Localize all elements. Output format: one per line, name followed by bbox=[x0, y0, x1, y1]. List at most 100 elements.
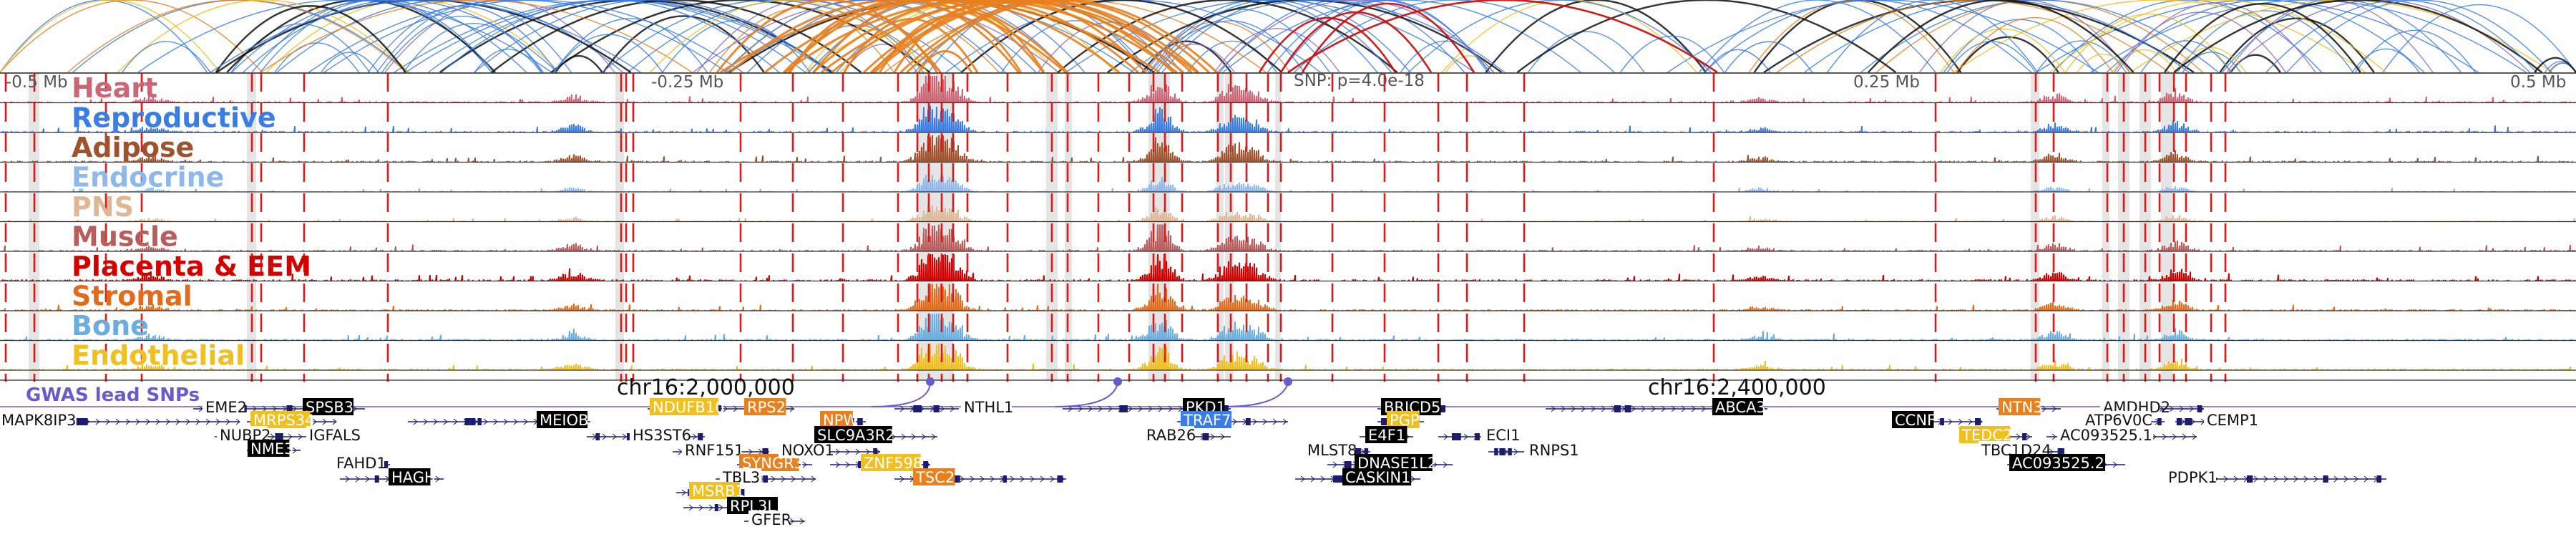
loop-arc-148 bbox=[2164, 3, 2361, 73]
strand-tick bbox=[2041, 405, 2046, 412]
track-8-area bbox=[0, 314, 2576, 341]
loop-arc-118 bbox=[243, 0, 558, 73]
strand-tick bbox=[322, 418, 327, 425]
gene-label-bg bbox=[537, 411, 587, 428]
loop-arc-35 bbox=[1214, 28, 1340, 73]
gene-spsb3: SPSB3 bbox=[247, 398, 365, 416]
strand-tick bbox=[2182, 433, 2187, 440]
gene-e4f1: E4F1 bbox=[1360, 426, 1413, 444]
gene-hs3st6: HS3ST6 bbox=[587, 426, 705, 444]
loop-arc-23 bbox=[2036, 0, 2479, 73]
gene-label-bg bbox=[1483, 426, 1526, 443]
strand-tick bbox=[523, 418, 528, 425]
strand-tick bbox=[781, 475, 786, 483]
exon-block bbox=[1614, 405, 1621, 412]
strand-tick bbox=[1443, 461, 1448, 468]
loop-arc-169 bbox=[899, 0, 1210, 74]
loop-arc-40 bbox=[137, 0, 552, 73]
chromosome-coordinates: chr16:2,000,000 chr16:2,400,000 bbox=[617, 375, 1826, 400]
gene-rps2: RPS2 bbox=[744, 398, 794, 416]
track-5-signal bbox=[0, 224, 2576, 252]
strand-tick bbox=[1010, 475, 1015, 483]
exon-block bbox=[1354, 448, 1361, 455]
strand-tick bbox=[789, 405, 794, 412]
loop-arc-129 bbox=[709, 7, 894, 73]
gene-label: MEIOB bbox=[540, 412, 589, 429]
gene-hagh: HAGH bbox=[340, 468, 444, 486]
gene-label: TSC2 bbox=[915, 469, 955, 486]
loop-arc-108 bbox=[2351, 48, 2420, 73]
snp-markers bbox=[0, 73, 2576, 382]
exon-block bbox=[1494, 448, 1498, 455]
gene-eme2: EME2 bbox=[193, 398, 247, 416]
loop-arc-26 bbox=[2382, 4, 2576, 73]
gene-nme3: NME3 bbox=[247, 440, 301, 458]
strand-tick bbox=[2353, 475, 2358, 483]
strand-tick bbox=[165, 418, 170, 425]
exon-block bbox=[1057, 475, 1063, 483]
gene-label: NME3 bbox=[250, 440, 293, 458]
loop-arc-89 bbox=[491, 0, 862, 73]
exon-block bbox=[1245, 418, 1251, 425]
loop-arc-120 bbox=[804, 29, 928, 73]
gene-label-bg bbox=[2204, 411, 2255, 428]
exon-block bbox=[2022, 433, 2027, 440]
strand-tick bbox=[95, 418, 100, 425]
strand-tick bbox=[771, 475, 776, 483]
loop-arc-104 bbox=[1956, 16, 2114, 73]
strand-tick bbox=[2112, 461, 2117, 468]
strand-tick bbox=[612, 433, 617, 440]
loop-arc-71 bbox=[0, 0, 220, 73]
strand-tick bbox=[1581, 405, 1586, 412]
exon-block bbox=[2246, 475, 2253, 483]
strand-tick bbox=[931, 433, 936, 440]
loop-arc-49 bbox=[2228, 0, 2530, 73]
exon-block bbox=[2057, 448, 2064, 455]
strand-tick bbox=[493, 418, 498, 425]
strand-tick bbox=[2189, 405, 2194, 412]
gene-label-bg bbox=[1999, 398, 2041, 415]
loop-arc-138 bbox=[960, 0, 1283, 73]
gene-label: MAPK8IP3 bbox=[1, 412, 77, 429]
strand-tick bbox=[235, 418, 240, 425]
strand-tick bbox=[1958, 418, 1963, 425]
strand-tick bbox=[1210, 433, 1215, 440]
strand-tick bbox=[435, 475, 440, 483]
strand-tick bbox=[692, 433, 697, 440]
loop-arc-86 bbox=[67, 0, 407, 73]
gene-label-bg bbox=[203, 398, 245, 415]
strand-tick bbox=[835, 448, 840, 455]
track-label-heart: Heart bbox=[72, 72, 157, 104]
strand-tick bbox=[1068, 405, 1073, 412]
strand-tick bbox=[1252, 418, 1257, 425]
strand-tick bbox=[195, 418, 200, 425]
strand-tick bbox=[845, 448, 850, 455]
strand-tick bbox=[748, 448, 753, 455]
gene-label-bg bbox=[630, 426, 690, 443]
strand-tick bbox=[2263, 475, 2268, 483]
track-4-area bbox=[0, 204, 2576, 222]
strand-tick bbox=[503, 418, 508, 425]
strand-tick bbox=[345, 475, 350, 483]
track-label-endocrine: Endocrine bbox=[72, 162, 224, 193]
strand-tick bbox=[1591, 405, 1596, 412]
loop-arc-140 bbox=[2534, 57, 2576, 73]
gene-label: RAB26 bbox=[1146, 427, 1196, 444]
strand-tick bbox=[960, 475, 965, 483]
loop-arc-90 bbox=[1516, 0, 1897, 73]
loop-arc-126 bbox=[1130, 0, 1506, 73]
exon-block bbox=[913, 405, 920, 412]
strand-tick bbox=[272, 405, 277, 412]
track-4-signal bbox=[0, 204, 2576, 223]
strand-tick bbox=[911, 433, 916, 440]
exon-block bbox=[1222, 405, 1229, 412]
loop-arc-16 bbox=[602, 15, 765, 73]
loop-arc-73 bbox=[2064, 14, 2233, 73]
gene-rab26: RAB26 bbox=[1143, 426, 1231, 444]
track-2-signal bbox=[0, 135, 2576, 163]
gene-label: ECI1 bbox=[1486, 427, 1521, 444]
loop-arc-130 bbox=[321, 52, 379, 73]
exon-block bbox=[1508, 448, 1512, 455]
strand-tick bbox=[298, 433, 303, 440]
strand-tick bbox=[1108, 405, 1113, 412]
